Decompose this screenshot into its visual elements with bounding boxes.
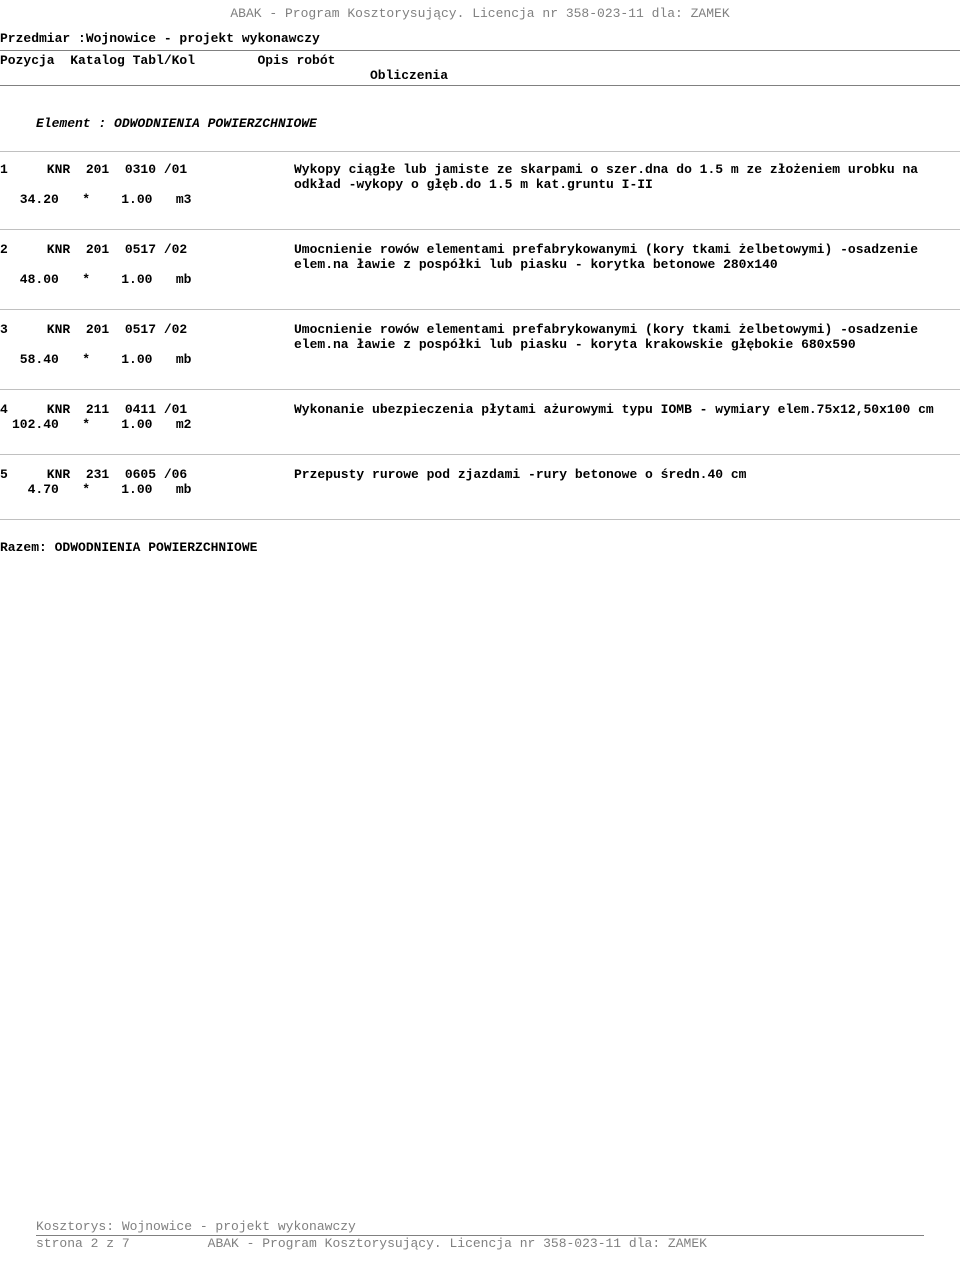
item-row: 3 KNR 201 0517 /02Umocnienie rowów eleme… — [0, 322, 960, 352]
przedmiar-title: Przedmiar :Wojnowice - projekt wykonawcz… — [0, 21, 960, 50]
item-row: 4 KNR 211 0411 /01Wykonanie ubezpieczeni… — [0, 402, 960, 417]
column-header-line2: Obliczenia — [0, 68, 960, 83]
footer-page-info: strona 2 z 7 ABAK - Program Kosztorysują… — [36, 1236, 924, 1251]
item-block: 1 KNR 201 0310 /01Wykopy ciągłe lub jami… — [0, 152, 960, 230]
column-header: Pozycja Katalog Tabl/Kol Opis robót Obli… — [0, 50, 960, 86]
item-calculation: 4.70 * 1.00 mb — [0, 482, 960, 497]
item-catalog: 3 KNR 201 0517 /02 — [0, 322, 280, 352]
item-calculation: 34.20 * 1.00 m3 — [0, 192, 960, 207]
column-header-line1: Pozycja Katalog Tabl/Kol Opis robót — [0, 53, 960, 68]
item-block: 3 KNR 201 0517 /02Umocnienie rowów eleme… — [0, 312, 960, 390]
item-row: 2 KNR 201 0517 /02Umocnienie rowów eleme… — [0, 242, 960, 272]
item-description: Wykopy ciągłe lub jamiste ze skarpami o … — [280, 162, 940, 192]
element-title: Element : ODWODNIENIA POWIERZCHNIOWE — [0, 86, 960, 151]
item-row: 5 KNR 231 0605 /06Przepusty rurowe pod z… — [0, 467, 960, 482]
items-container: 1 KNR 201 0310 /01Wykopy ciągłe lub jami… — [0, 152, 960, 520]
item-calculation: 58.40 * 1.00 mb — [0, 352, 960, 367]
item-calculation: 102.40 * 1.00 m2 — [0, 417, 960, 432]
summary-line: Razem: ODWODNIENIA POWIERZCHNIOWE — [0, 522, 960, 555]
item-row: 1 KNR 201 0310 /01Wykopy ciągłe lub jami… — [0, 162, 960, 192]
footer-kosztorys: Kosztorys: Wojnowice - projekt wykonawcz… — [36, 1219, 924, 1236]
item-description: Wykonanie ubezpieczenia płytami ażurowym… — [280, 402, 940, 417]
item-catalog: 4 KNR 211 0411 /01 — [0, 402, 280, 417]
page-footer: Kosztorys: Wojnowice - projekt wykonawcz… — [0, 1219, 960, 1251]
item-block: 5 KNR 231 0605 /06Przepusty rurowe pod z… — [0, 457, 960, 520]
item-description: Umocnienie rowów elementami prefabrykowa… — [280, 242, 940, 272]
item-calculation: 48.00 * 1.00 mb — [0, 272, 960, 287]
item-description: Przepusty rurowe pod zjazdami -rury beto… — [280, 467, 940, 482]
item-block: 4 KNR 211 0411 /01Wykonanie ubezpieczeni… — [0, 392, 960, 455]
license-header: ABAK - Program Kosztorysujący. Licencja … — [0, 0, 960, 21]
item-catalog: 2 KNR 201 0517 /02 — [0, 242, 280, 272]
item-description: Umocnienie rowów elementami prefabrykowa… — [280, 322, 940, 352]
item-block: 2 KNR 201 0517 /02Umocnienie rowów eleme… — [0, 232, 960, 310]
item-catalog: 1 KNR 201 0310 /01 — [0, 162, 280, 192]
item-catalog: 5 KNR 231 0605 /06 — [0, 467, 280, 482]
